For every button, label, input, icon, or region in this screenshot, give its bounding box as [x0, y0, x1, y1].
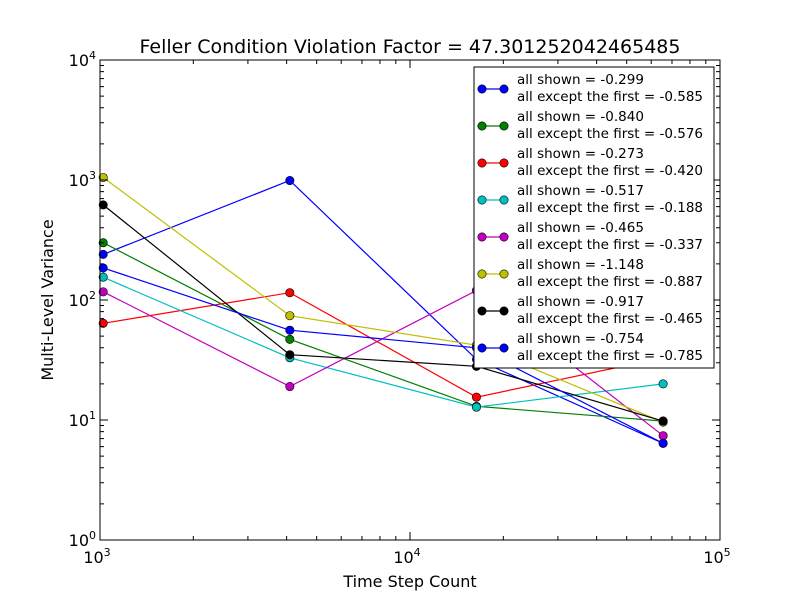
series-line [102, 179, 664, 444]
series-line [103, 292, 664, 398]
series-line [103, 267, 664, 444]
data-point [285, 176, 295, 186]
legend-marker [477, 158, 487, 168]
legend-label: all except the first = -0.465 [517, 311, 703, 327]
data-point [98, 272, 108, 282]
data-point [285, 334, 295, 344]
legend-label: all shown = -0.754 [517, 331, 644, 347]
legend-label: all except the first = -0.188 [517, 200, 703, 216]
series-line [102, 177, 664, 423]
data-point [285, 325, 295, 335]
data-point [98, 287, 108, 297]
legend-label: all shown = -0.299 [517, 72, 644, 88]
y-tick-label: 103 [69, 169, 96, 190]
legend-marker [477, 269, 487, 279]
legend-label: all except the first = -0.420 [517, 163, 703, 179]
data-point [658, 438, 668, 448]
legend-marker [499, 195, 509, 205]
x-tick-label: 104 [393, 546, 420, 567]
legend-frame [473, 66, 715, 369]
legend-marker [477, 84, 487, 94]
legend-label: all shown = -0.517 [517, 183, 644, 199]
y-tick-label: 101 [69, 409, 96, 430]
x-tick-label: 105 [703, 546, 730, 567]
legend-label: all shown = -0.840 [517, 109, 644, 125]
legend-marker [477, 232, 487, 242]
data-point [658, 379, 668, 389]
data-point [285, 311, 295, 321]
legend-marker [499, 158, 509, 168]
legend-label: all shown = -1.148 [517, 257, 644, 273]
legend-marker [499, 232, 509, 242]
legend-marker [477, 195, 487, 205]
legend-label: all shown = -0.917 [517, 294, 644, 310]
legend-marker [499, 269, 509, 279]
series-line [102, 204, 664, 422]
legend-label: all except the first = -0.337 [517, 237, 703, 253]
data-point [658, 416, 668, 426]
series-line [102, 242, 664, 422]
y-tick-label: 102 [69, 289, 96, 310]
x-axis-label: Time Step Count [342, 572, 476, 591]
data-point [285, 350, 295, 360]
data-point [285, 288, 295, 298]
y-tick-label: 104 [69, 49, 96, 70]
data-point [658, 431, 668, 441]
data-point [471, 402, 481, 412]
legend-marker [477, 343, 487, 353]
x-tick-label: 103 [83, 546, 110, 567]
legend-marker [477, 121, 487, 131]
series-layer [98, 172, 668, 448]
legend-marker [499, 306, 509, 316]
chart-title: Feller Condition Violation Factor = 47.3… [140, 36, 681, 58]
legend-label: all shown = -0.465 [517, 220, 644, 236]
data-point [285, 382, 295, 392]
data-point [98, 249, 108, 259]
legend-marker [499, 84, 509, 94]
data-point [471, 392, 481, 402]
y-axis-label: Multi-Level Variance [38, 219, 57, 380]
legend-label: all shown = -0.273 [517, 146, 644, 162]
plot-frame [99, 59, 721, 541]
legend-label: all except the first = -0.785 [517, 348, 703, 364]
legend-label: all except the first = -0.887 [517, 274, 703, 290]
y-tick-label: 100 [69, 529, 96, 550]
legend-label: all except the first = -0.576 [517, 126, 703, 142]
legend-marker [499, 121, 509, 131]
legend-marker [499, 343, 509, 353]
legend-marker [477, 306, 487, 316]
legend-label: all except the first = -0.585 [517, 89, 703, 105]
